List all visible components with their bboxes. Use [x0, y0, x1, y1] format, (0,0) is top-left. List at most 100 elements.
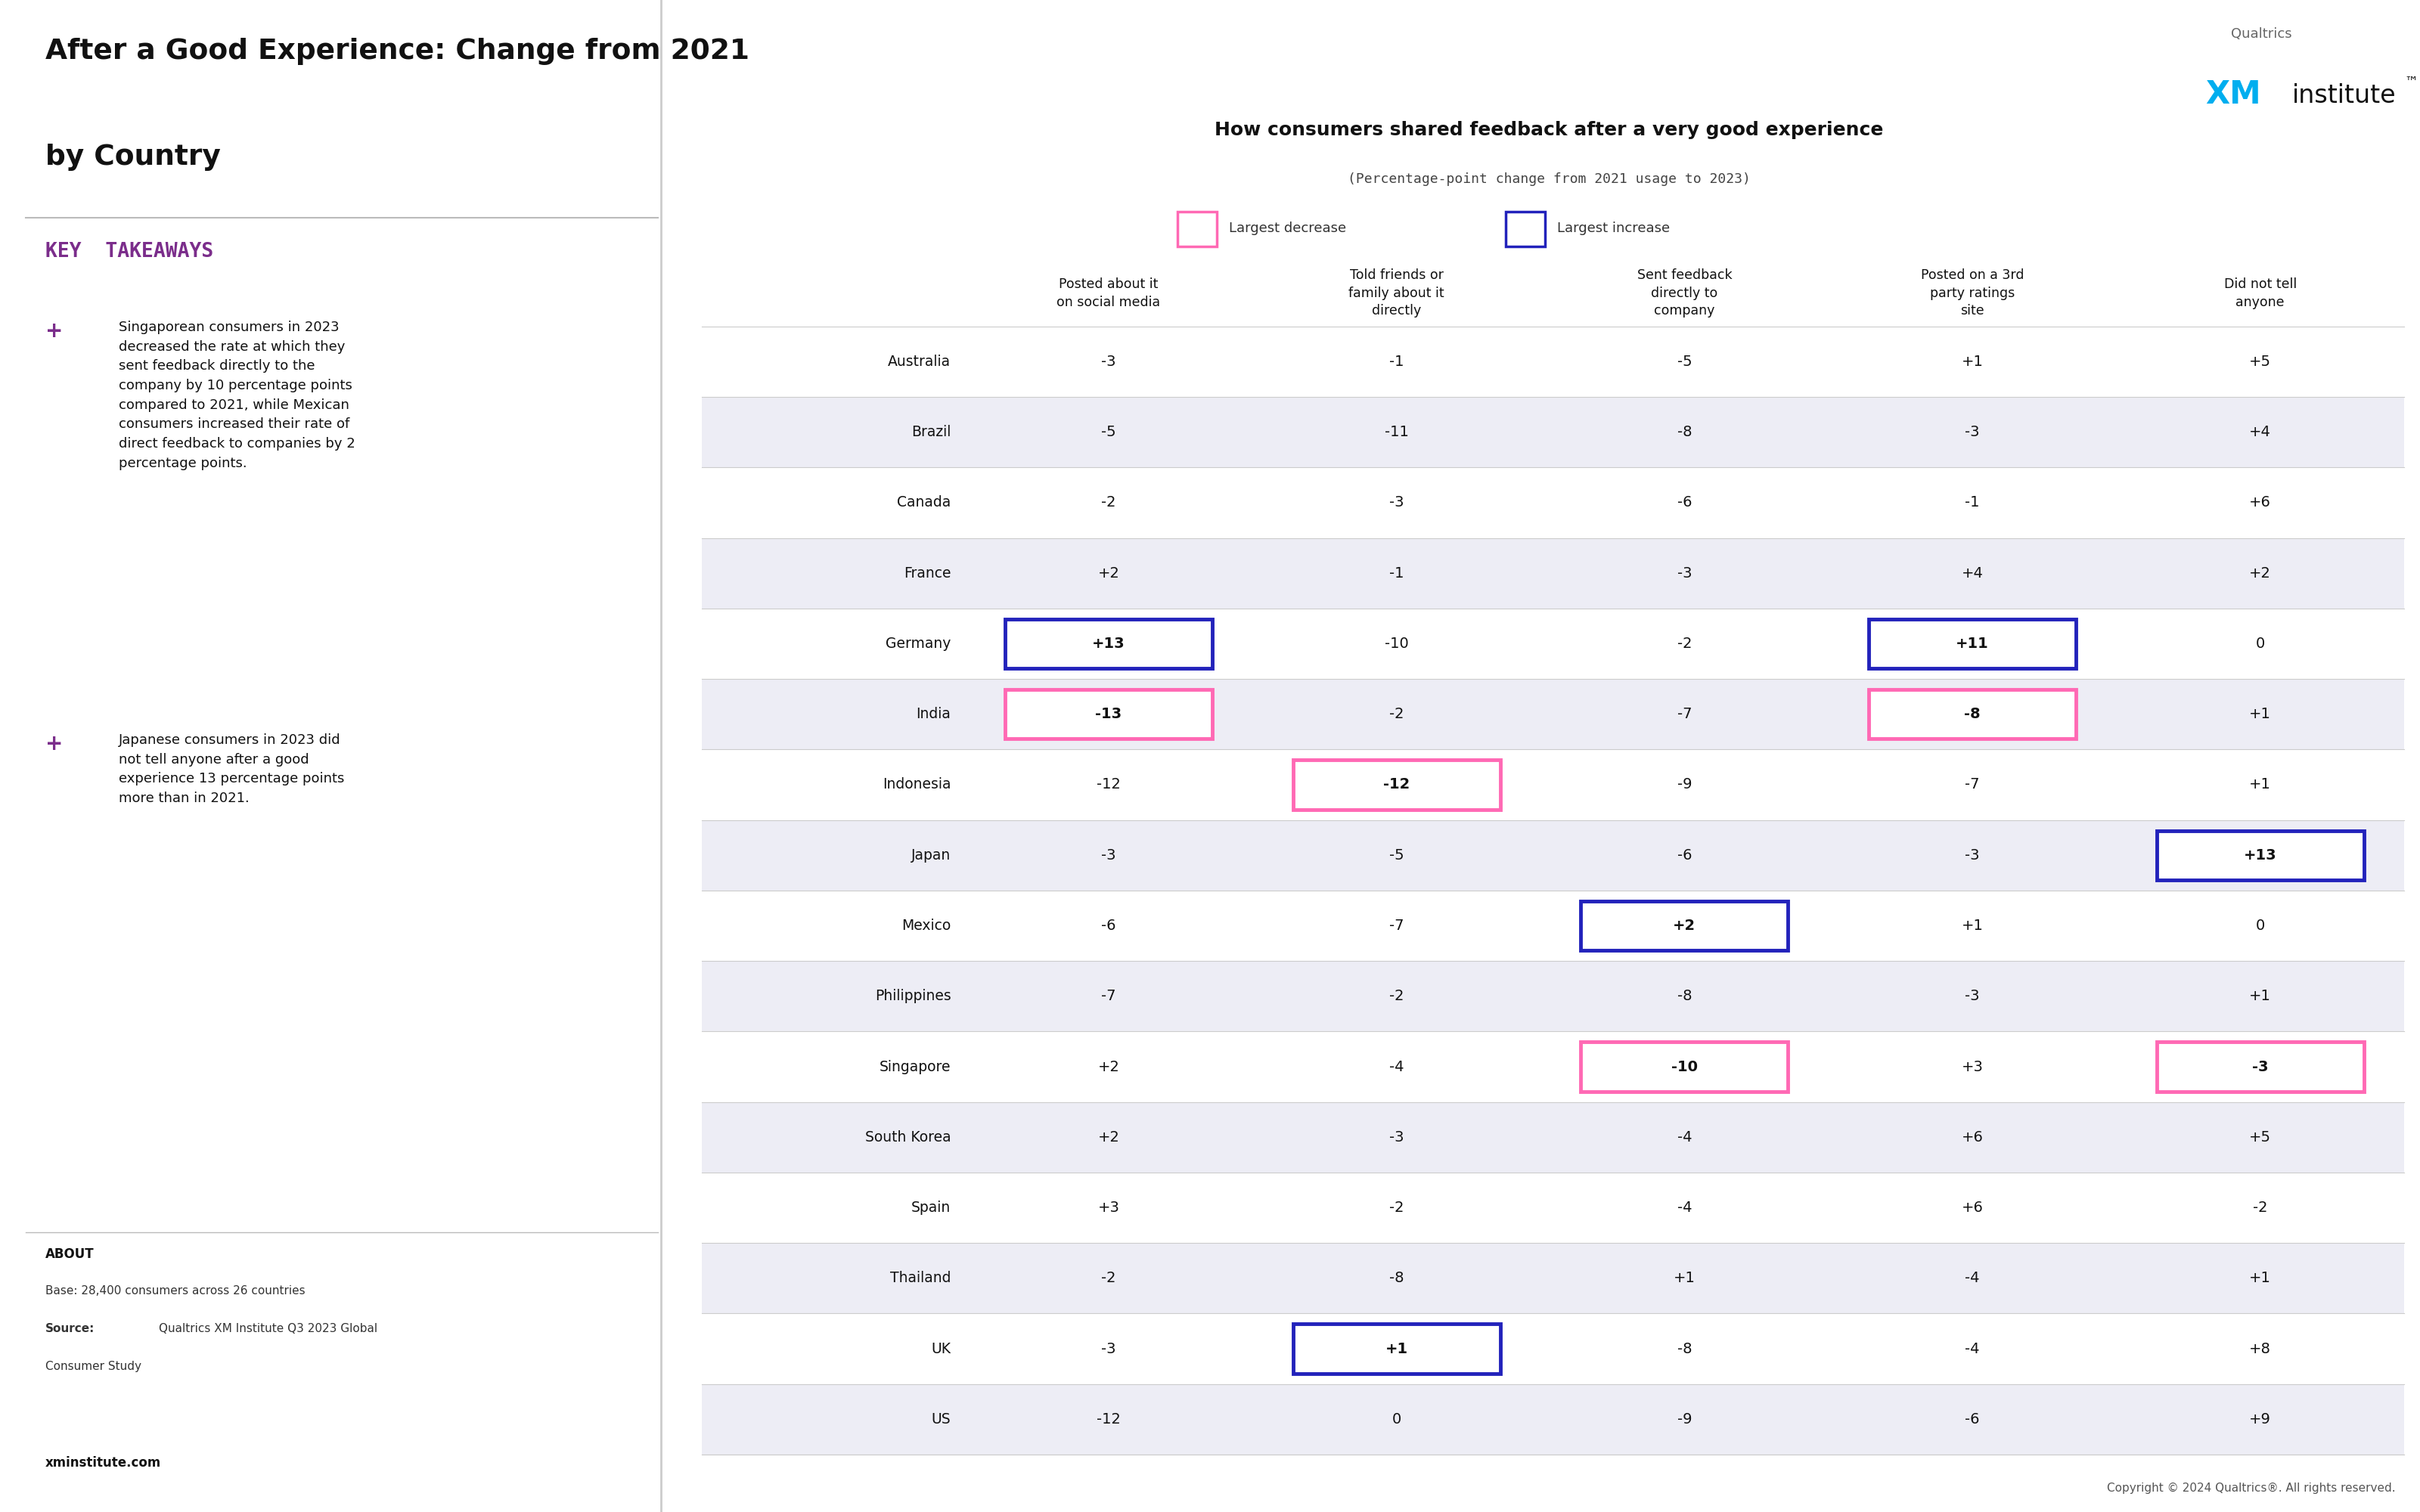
- Text: -3: -3: [1101, 1341, 1116, 1356]
- Bar: [702, 1102, 2403, 1172]
- Bar: [1292, 1325, 1500, 1373]
- Text: -8: -8: [1389, 1272, 1404, 1285]
- Text: -3: -3: [1389, 496, 1404, 510]
- Text: 0: 0: [2255, 637, 2265, 650]
- Text: Canada: Canada: [898, 496, 951, 510]
- Bar: [2156, 830, 2364, 880]
- Text: -12: -12: [1096, 1412, 1120, 1426]
- Text: Told friends or
family about it
directly: Told friends or family about it directly: [1348, 269, 1445, 318]
- Text: (Percentage-point change from 2021 usage to 2023): (Percentage-point change from 2021 usage…: [1348, 172, 1750, 186]
- Text: Source:: Source:: [46, 1323, 94, 1334]
- Text: Japanese consumers in 2023 did
not tell anyone after a good
experience 13 percen: Japanese consumers in 2023 did not tell …: [119, 733, 344, 806]
- Text: Singapore: Singapore: [878, 1060, 951, 1074]
- Text: Copyright © 2024 Qualtrics®. All rights reserved.: Copyright © 2024 Qualtrics®. All rights …: [2108, 1482, 2396, 1494]
- Text: -3: -3: [1965, 425, 1980, 440]
- Text: Germany: Germany: [886, 637, 951, 650]
- Text: -7: -7: [1101, 989, 1116, 1004]
- Text: +4: +4: [2248, 425, 2270, 440]
- Text: -3: -3: [2253, 1060, 2268, 1074]
- Text: +2: +2: [1672, 919, 1696, 933]
- Text: -6: -6: [1101, 919, 1116, 933]
- Text: +2: +2: [1099, 1129, 1120, 1145]
- Text: +6: +6: [2248, 496, 2270, 510]
- Bar: [1505, 212, 1546, 246]
- Text: -2: -2: [2253, 1201, 2268, 1216]
- Text: -6: -6: [1677, 496, 1692, 510]
- Text: ™: ™: [2403, 76, 2418, 89]
- Text: -2: -2: [1389, 989, 1404, 1004]
- Bar: [702, 1383, 2403, 1455]
- Text: -1: -1: [1389, 565, 1404, 581]
- Text: +6: +6: [1960, 1129, 1984, 1145]
- Text: institute: institute: [2292, 83, 2396, 109]
- Bar: [1580, 901, 1788, 951]
- Text: -7: -7: [1965, 777, 1980, 792]
- Text: -1: -1: [1965, 496, 1980, 510]
- Text: Spain: Spain: [912, 1201, 951, 1216]
- Text: +1: +1: [1675, 1272, 1696, 1285]
- Text: -12: -12: [1384, 777, 1411, 792]
- Text: -4: -4: [1677, 1129, 1692, 1145]
- Text: -9: -9: [1677, 1412, 1692, 1426]
- Text: Mexico: Mexico: [903, 919, 951, 933]
- Bar: [702, 538, 2403, 608]
- Text: -6: -6: [1965, 1412, 1980, 1426]
- Text: -7: -7: [1677, 708, 1692, 721]
- Text: +11: +11: [1955, 637, 1989, 650]
- Text: +4: +4: [1960, 565, 1984, 581]
- Text: Posted on a 3rd
party ratings
site: Posted on a 3rd party ratings site: [1921, 269, 2023, 318]
- Text: +2: +2: [1099, 1060, 1120, 1074]
- Text: -2: -2: [1101, 496, 1116, 510]
- Text: Qualtrics: Qualtrics: [2231, 27, 2292, 41]
- Text: +5: +5: [2248, 354, 2270, 369]
- Bar: [1292, 761, 1500, 809]
- Text: -8: -8: [1677, 425, 1692, 440]
- Text: ABOUT: ABOUT: [46, 1247, 94, 1261]
- Text: -4: -4: [1389, 1060, 1404, 1074]
- Text: -11: -11: [1384, 425, 1408, 440]
- Text: Philippines: Philippines: [874, 989, 951, 1004]
- Bar: [702, 820, 2403, 891]
- Text: +2: +2: [2248, 565, 2270, 581]
- Text: +: +: [46, 321, 63, 342]
- Text: -8: -8: [1677, 989, 1692, 1004]
- Text: Posted about it
on social media: Posted about it on social media: [1058, 278, 1162, 308]
- Text: -2: -2: [1101, 1272, 1116, 1285]
- Text: +5: +5: [2248, 1129, 2270, 1145]
- Text: +1: +1: [1384, 1341, 1408, 1356]
- Bar: [1004, 689, 1212, 739]
- Text: -2: -2: [1389, 1201, 1404, 1216]
- Text: Largest increase: Largest increase: [1558, 221, 1670, 234]
- Text: -3: -3: [1965, 989, 1980, 1004]
- Text: After a Good Experience: Change from 2021: After a Good Experience: Change from 202…: [46, 38, 750, 65]
- Text: Qualtrics XM Institute Q3 2023 Global: Qualtrics XM Institute Q3 2023 Global: [160, 1323, 378, 1334]
- Bar: [702, 398, 2403, 467]
- Bar: [702, 962, 2403, 1031]
- Text: +1: +1: [1960, 354, 1984, 369]
- Text: +: +: [46, 733, 63, 754]
- Text: US: US: [932, 1412, 951, 1426]
- Text: -10: -10: [1384, 637, 1408, 650]
- Bar: [1868, 689, 2076, 739]
- Text: +1: +1: [1960, 919, 1984, 933]
- Text: -3: -3: [1101, 354, 1116, 369]
- Bar: [1580, 1042, 1788, 1092]
- Text: -2: -2: [1677, 637, 1692, 650]
- Bar: [1176, 212, 1217, 246]
- Text: -9: -9: [1677, 777, 1692, 792]
- Text: +3: +3: [1099, 1201, 1120, 1216]
- Text: 0: 0: [2255, 919, 2265, 933]
- Text: -6: -6: [1677, 848, 1692, 862]
- Text: XM: XM: [2205, 79, 2260, 110]
- Text: 0: 0: [1391, 1412, 1401, 1426]
- Text: -4: -4: [1965, 1341, 1980, 1356]
- Text: +1: +1: [2248, 989, 2270, 1004]
- Text: +1: +1: [2248, 708, 2270, 721]
- Text: +13: +13: [2243, 848, 2277, 862]
- Text: UK: UK: [932, 1341, 951, 1356]
- Text: -3: -3: [1677, 565, 1692, 581]
- Text: +8: +8: [2248, 1341, 2270, 1356]
- Text: -8: -8: [1965, 708, 1980, 721]
- Text: -13: -13: [1096, 708, 1123, 721]
- Bar: [1004, 618, 1212, 668]
